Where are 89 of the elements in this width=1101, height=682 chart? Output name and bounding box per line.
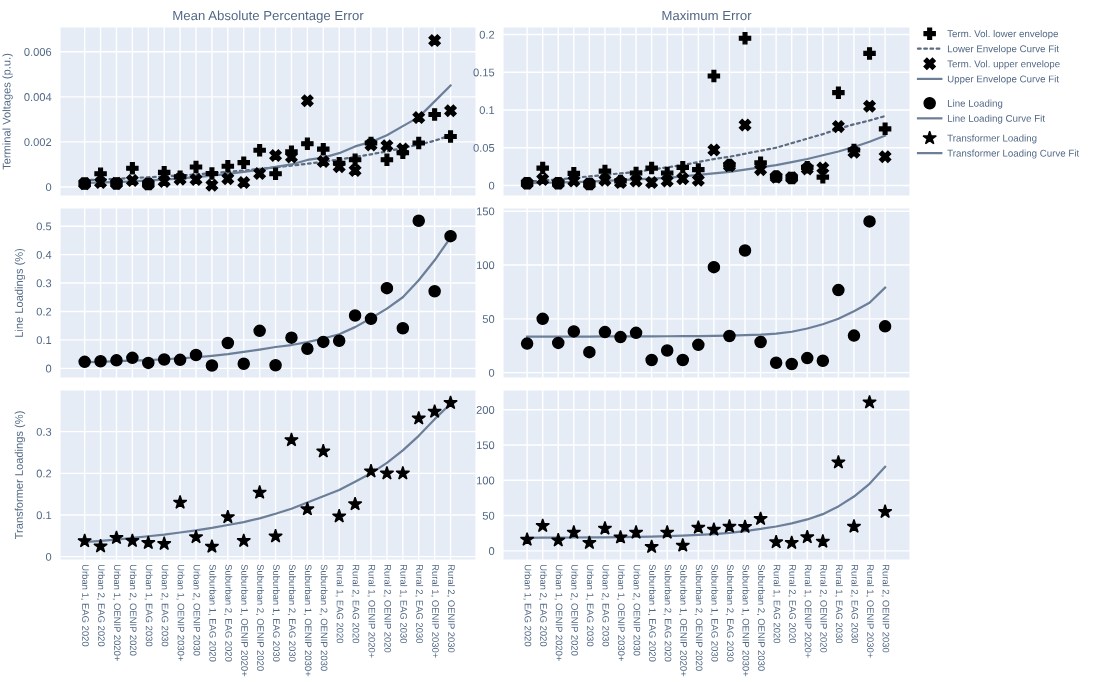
y-tick-label: 0.1 (479, 106, 495, 115)
x-tick-label: Suburban 2, OENIP 2020 (694, 564, 703, 671)
x-tick-label: Urban 2, OENIP 2020 (570, 564, 579, 656)
x-tick-label: Suburban 1, OENIP 2030+ (741, 564, 750, 677)
x-tick-label: Rural 2, EAG 2020 (788, 564, 797, 644)
x-tick-label: Rural 1, EAG 2030 (834, 564, 843, 644)
x-tick-label: Urban 2, OENIP 2020 (128, 564, 137, 656)
y-tick-label: 0.05 (473, 143, 495, 152)
x-tick-label: Suburban 2, OENIP 2020 (256, 564, 265, 671)
y-tick-label: 0.004 (24, 93, 52, 101)
y-tick-label: 0.2 (36, 469, 52, 478)
y-tick-label: 0.2 (479, 30, 495, 39)
x-tick-label: Rural 1, EAG 2020 (772, 564, 781, 644)
x-tick-label: Urban 2, OENIP 2030 (632, 564, 641, 656)
y-tick-label: 0 (488, 368, 495, 377)
y-tick-label: 0.006 (24, 48, 52, 56)
x-tick-label: Suburban 2, EAG 2030 (287, 564, 296, 662)
y-tick-label: 0.2 (36, 307, 52, 316)
x-tick-label: Urban 2, EAG 2020 (96, 564, 105, 647)
x-tick-label: Rural 2, OENIP 2030 (446, 564, 455, 653)
legend-label: Term. Vol. lower envelope (947, 30, 1059, 40)
x-tick-label: Rural 2, OENIP 2030 (881, 564, 890, 653)
x-tick-label: Rural 2, OENIP 2020 (383, 564, 392, 653)
x-tick-label: Suburban 2, EAG 2030 (725, 564, 734, 662)
y-tick-label: 0.5 (36, 222, 52, 231)
x-tick-label: Suburban 1, EAG 2030 (710, 564, 719, 662)
y-tick-label: 0 (45, 552, 52, 561)
y-tick-label: 100 (476, 261, 495, 270)
y-tick-label: 50 (482, 315, 495, 323)
y-tick-label: 0.4 (36, 250, 52, 259)
x-tick-label: Urban 1, EAG 2030 (144, 564, 153, 647)
x-tick-label: Suburban 2, EAG 2020 (224, 564, 233, 662)
y-tick-label: 0.1 (36, 336, 52, 345)
chart-title: Mean Absolute Percentage Error (173, 10, 364, 23)
x-tick-label: Urban 2, EAG 2030 (601, 564, 610, 647)
legend-label: Term. Vol. upper envelope (947, 60, 1060, 70)
x-tick-label: Urban 1, EAG 2030 (585, 564, 594, 647)
x-tick-label: Suburban 1, EAG 2030 (271, 564, 280, 662)
x-tick-label: Rural 2, EAG 2030 (415, 564, 424, 644)
y-axis-title: Terminal Voltages (p.u.) (2, 53, 13, 170)
y-tick-label: 0.002 (24, 138, 52, 147)
x-tick-label: Urban 2, EAG 2030 (160, 564, 169, 647)
x-tick-label: Rural 1, EAG 2030 (399, 564, 408, 644)
x-tick-label: Urban 1, OENIP 2030+ (616, 564, 625, 661)
y-tick-label: 150 (476, 441, 495, 450)
text: Transformer Loading Curve Fit (947, 149, 1080, 159)
x-tick-label: Rural 2, EAG 2020 (351, 564, 360, 644)
text: Line Loading (947, 99, 1003, 109)
y-tick-label: 0.3 (36, 279, 52, 288)
x-tick-label: Urban 1, EAG 2020 (81, 564, 90, 647)
legend-label: Upper Envelope Curve Fit (947, 75, 1059, 85)
x-tick-label: Suburban 1, OENIP 2020+ (679, 564, 688, 677)
x-tick-label: Suburban 1, OENIP 2030+ (303, 564, 312, 677)
y-tick-label: 0 (488, 181, 495, 190)
y-tick-label: 150 (476, 207, 495, 216)
x-tick-label: Suburban 2, OENIP 2030 (319, 564, 328, 671)
text: Line Loading Curve Fit (947, 114, 1045, 124)
x-tick-label: Rural 2, EAG 2030 (850, 564, 859, 644)
y-tick-label: 0 (45, 364, 52, 373)
y-tick-label: 200 (476, 406, 495, 414)
x-tick-label: Rural 2, OENIP 2020 (819, 564, 828, 653)
y-tick-label: 0.3 (36, 427, 52, 436)
legend-label: Transformer Loading (947, 134, 1037, 144)
x-tick-label: Rural 1, OENIP 2020+ (367, 564, 376, 658)
x-tick-label: Suburban 2, OENIP 2030 (756, 564, 765, 671)
x-tick-label: Suburban 1, EAG 2020 (647, 564, 657, 662)
x-tick-label: Rural 1, EAG 2020 (335, 564, 344, 644)
x-tick-label: Urban 1, OENIP 2020+ (112, 564, 121, 661)
x-tick-label: Suburban 2, EAG 2020 (663, 564, 672, 662)
x-tick-label: Urban 2, OENIP 2030 (192, 564, 201, 656)
y-tick-label: 100 (476, 476, 495, 485)
y-tick-label: 0 (488, 547, 495, 555)
y-axis-title: Line Loadings (%) (14, 248, 26, 337)
x-tick-label: Rural 1, OENIP 2030+ (430, 564, 440, 658)
x-tick-label: Suburban 1, EAG 2020 (208, 564, 217, 662)
y-tick-label: 0 (45, 183, 52, 192)
x-tick-label: Urban 1, OENIP 2020+ (554, 564, 563, 661)
x-tick-label: Urban 1, EAG 2020 (523, 564, 532, 647)
chart-title: Maximum Error (662, 10, 752, 21)
x-tick-label: Urban 2, EAG 2020 (539, 564, 548, 647)
y-tick-label: 0.15 (473, 68, 495, 77)
y-tick-label: 50 (482, 511, 495, 520)
y-axis-title: Transformer Loadings (%) (14, 411, 26, 540)
x-tick-label: Urban 1, OENIP 2030+ (176, 564, 185, 661)
x-tick-label: Rural 1, OENIP 2030+ (865, 564, 874, 658)
x-tick-label: Rural 1, OENIP 2020+ (803, 564, 812, 658)
x-tick-label: Suburban 1, OENIP 2020+ (240, 564, 249, 677)
legend-label: Lower Envelope Curve Fit (947, 45, 1059, 55)
y-tick-label: 0.1 (36, 511, 52, 520)
